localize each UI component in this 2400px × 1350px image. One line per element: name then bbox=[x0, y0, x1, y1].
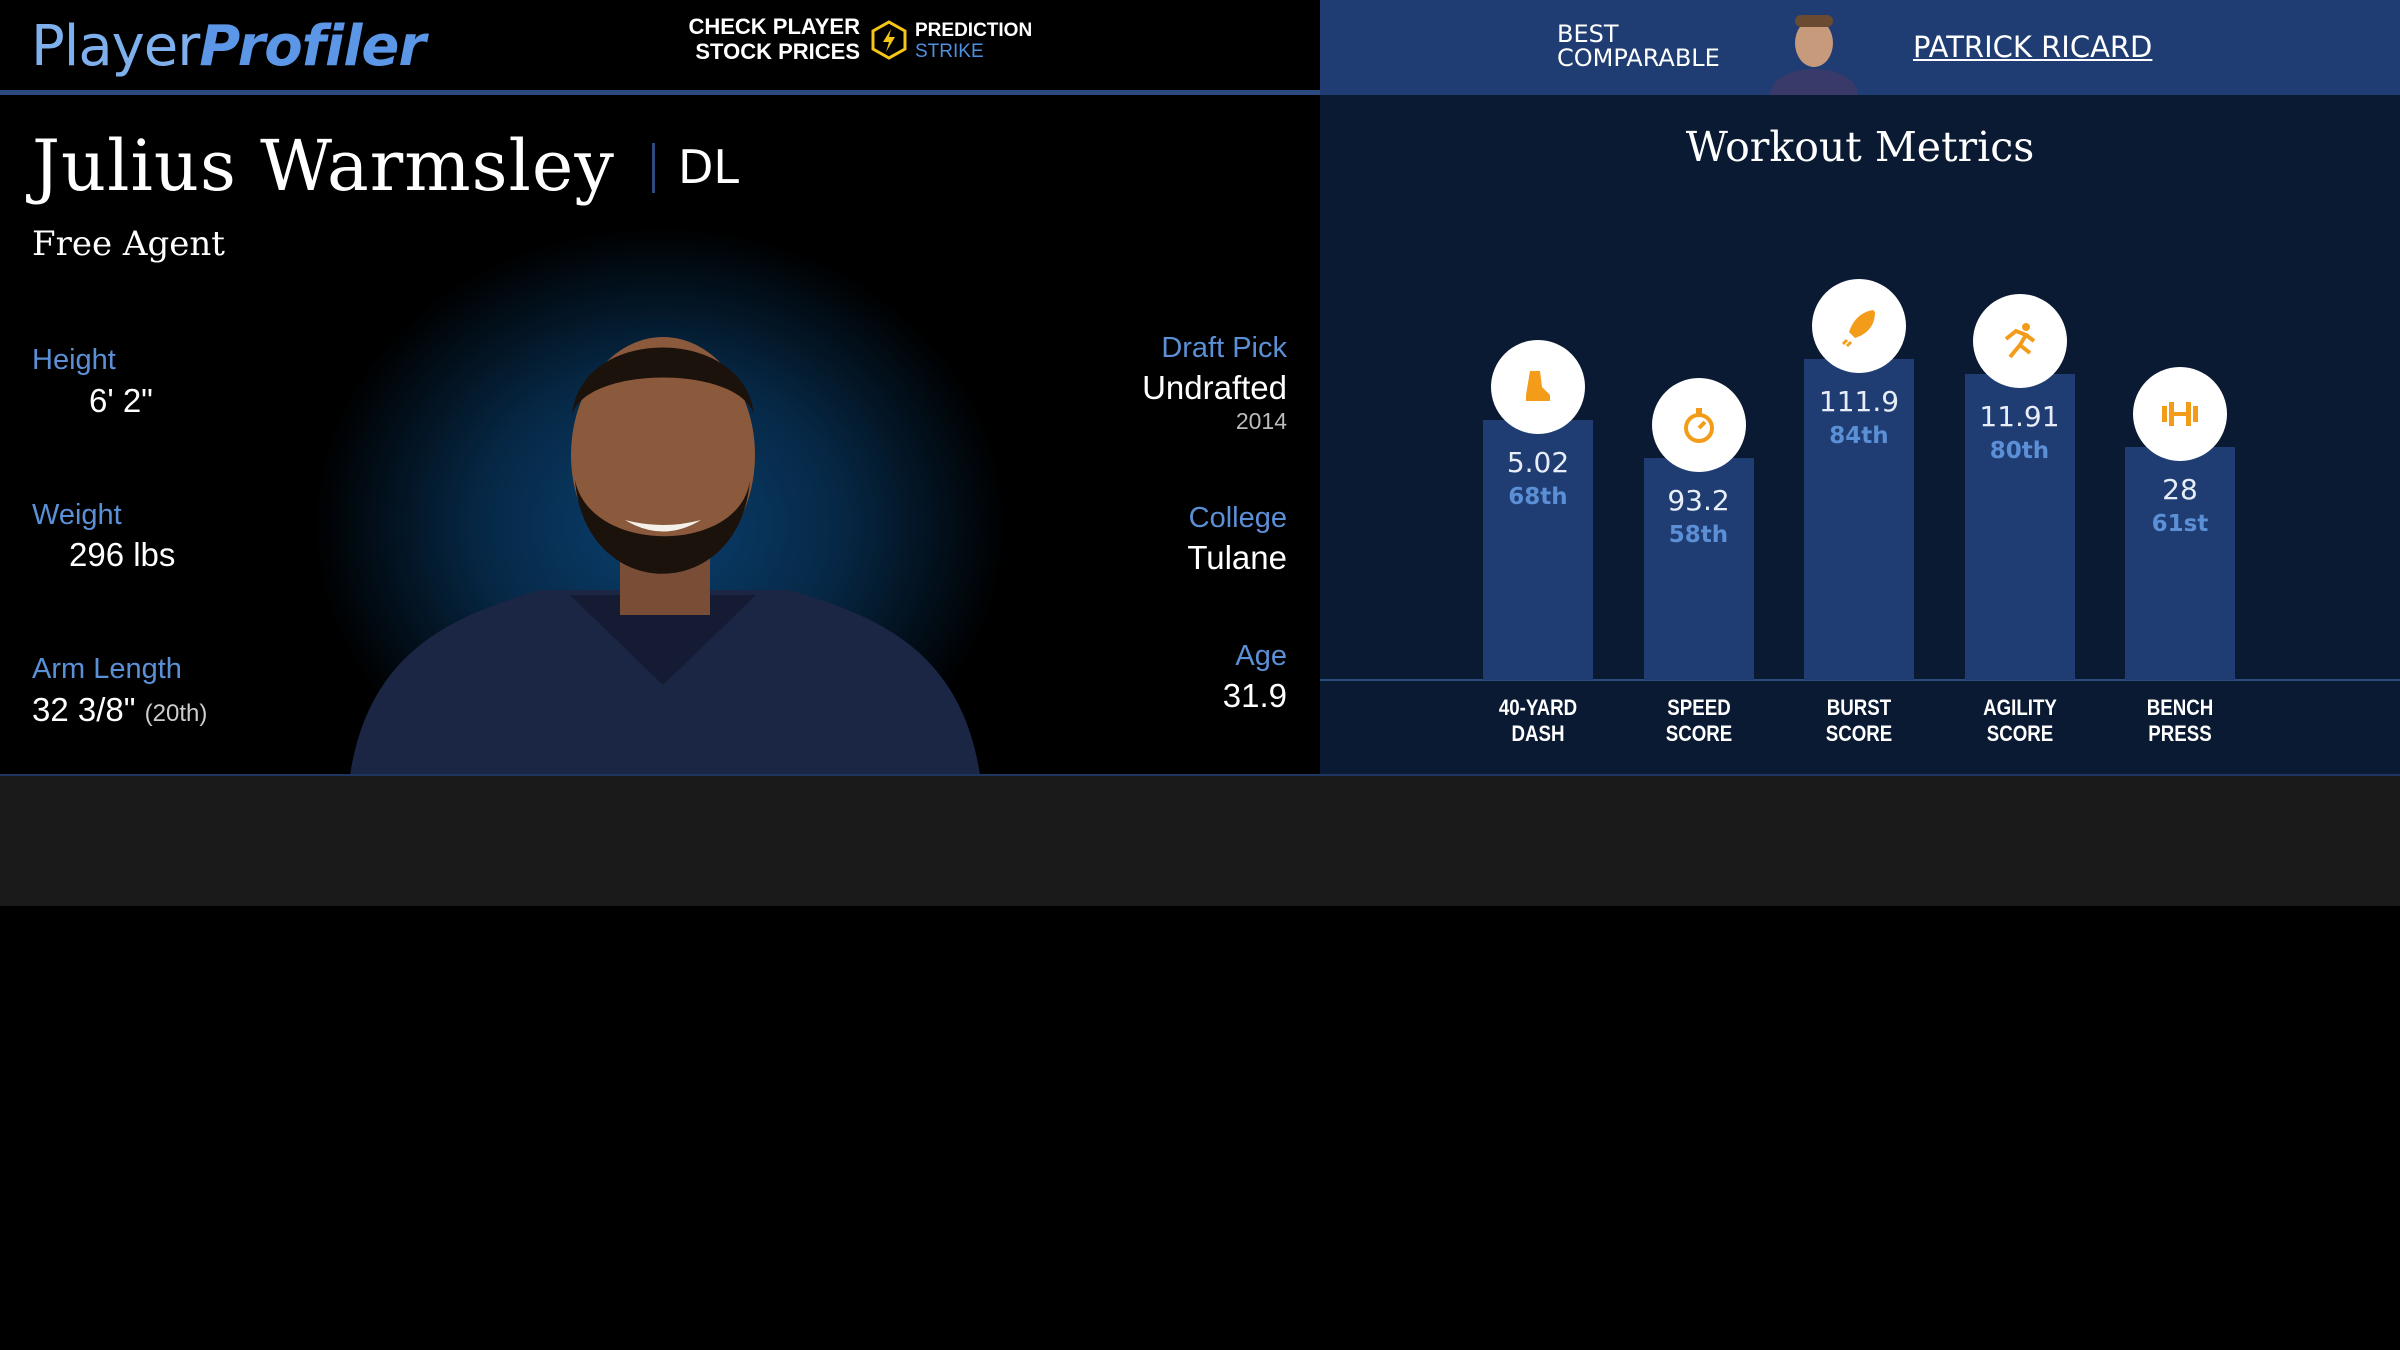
age-value: 31.9 bbox=[1222, 677, 1287, 714]
metric-value: 11.91 bbox=[1979, 399, 2060, 433]
chart-title: Workout Metrics bbox=[1685, 123, 2035, 171]
bar: 11.91 80th bbox=[1964, 293, 2075, 680]
metric-percentile: 84th bbox=[1829, 422, 1889, 449]
icon bbox=[1841, 309, 1875, 347]
comparable-bar bbox=[1320, 0, 2400, 95]
metric-percentile: 61st bbox=[2151, 510, 2209, 537]
metric-icon bbox=[2133, 366, 2227, 461]
logo-part: Player bbox=[31, 14, 200, 79]
metric-value: 111.9 bbox=[1818, 384, 1900, 418]
comparable-label: BEST COMPARABLE bbox=[1557, 22, 1720, 70]
metric-value: 28 bbox=[2162, 472, 2198, 506]
footer-band bbox=[0, 776, 2400, 906]
comparable-photo bbox=[1770, 15, 1858, 95]
divider bbox=[652, 143, 655, 193]
icon bbox=[1683, 408, 1714, 444]
metric-percentile: 58th bbox=[1668, 522, 1729, 549]
metric-icon bbox=[1491, 339, 1585, 434]
player-position: DL bbox=[678, 140, 740, 194]
weight-value: 296 lbs bbox=[69, 536, 176, 573]
promo[interactable]: CHECK PLAYER STOCK PRICES bbox=[680, 14, 860, 64]
header-rule bbox=[0, 90, 1320, 95]
bar: 111.9 84th bbox=[1804, 278, 1914, 680]
brand-line: PREDICTION bbox=[915, 20, 1033, 41]
metric-percentile: 68th bbox=[1508, 483, 1568, 510]
bar: 28 61st bbox=[2125, 366, 2235, 680]
icon bbox=[2004, 322, 2035, 359]
metric-label: 40-YARD DASH bbox=[1498, 695, 1578, 746]
metric-label: AGILITY SCORE bbox=[1982, 695, 2057, 746]
arm-length: 32 3/8" bbox=[32, 691, 136, 728]
logo[interactable]: PlayerProfiler bbox=[31, 14, 426, 79]
metric-percentile: 80th bbox=[1989, 437, 2050, 464]
workout-panel: Workout Metrics 5.02 68th 40-YARD DASH 93.2… bbox=[1320, 95, 2400, 776]
baseline bbox=[1320, 679, 2400, 681]
profile-panel bbox=[0, 95, 1320, 774]
arm-rank: (20th) bbox=[144, 700, 208, 727]
metric-value: 93.2 bbox=[1667, 484, 1730, 518]
metric-label: BENCH PRESS bbox=[2146, 695, 2214, 746]
label-line: BEST bbox=[1557, 20, 1619, 48]
college-label: College bbox=[1188, 502, 1287, 534]
header bbox=[0, 0, 1320, 91]
bar: 5.02 68th bbox=[1483, 339, 1593, 680]
logo-part: Profiler bbox=[199, 14, 426, 79]
comparable-link[interactable]: PATRICK RICARD bbox=[1913, 30, 2153, 64]
promo-line: CHECK PLAYER bbox=[688, 14, 860, 39]
icon bbox=[2162, 401, 2198, 426]
draft-year: 2014 bbox=[1235, 408, 1287, 434]
college-value: Tulane bbox=[1187, 539, 1287, 576]
arm-label: Arm Length bbox=[32, 653, 182, 685]
player-photo bbox=[350, 337, 980, 774]
promo-icon bbox=[871, 20, 907, 60]
brand-line: STRIKE bbox=[915, 41, 984, 62]
player-team: Free Agent bbox=[32, 224, 225, 264]
draft-label: Draft Pick bbox=[1161, 332, 1287, 364]
promo-brand[interactable]: PREDICTION STRIKE bbox=[915, 20, 1032, 62]
metric-value: 5.02 bbox=[1506, 445, 1570, 479]
age-label: Age bbox=[1235, 640, 1287, 672]
metric-label: BURST SCORE bbox=[1825, 695, 1893, 746]
bar: 93.2 58th bbox=[1643, 378, 1754, 680]
promo-line: STOCK PRICES bbox=[695, 39, 860, 64]
draft-value: Undrafted bbox=[1142, 369, 1287, 406]
height-label: Height bbox=[32, 344, 116, 376]
metric-icon bbox=[1651, 378, 1746, 473]
arm-value: 32 3/8" (20th) bbox=[32, 691, 207, 729]
icon bbox=[1526, 370, 1550, 401]
metric-icon bbox=[1812, 278, 1906, 373]
label-line: COMPARABLE bbox=[1557, 44, 1720, 72]
panel-rule bbox=[0, 774, 2400, 776]
metric-icon bbox=[1972, 293, 2067, 388]
metric-label: SPEED SCORE bbox=[1665, 695, 1732, 746]
height-value: 6' 2" bbox=[89, 382, 153, 419]
player-name: Julius Warmsley bbox=[32, 125, 615, 207]
weight-label: Weight bbox=[32, 499, 122, 531]
